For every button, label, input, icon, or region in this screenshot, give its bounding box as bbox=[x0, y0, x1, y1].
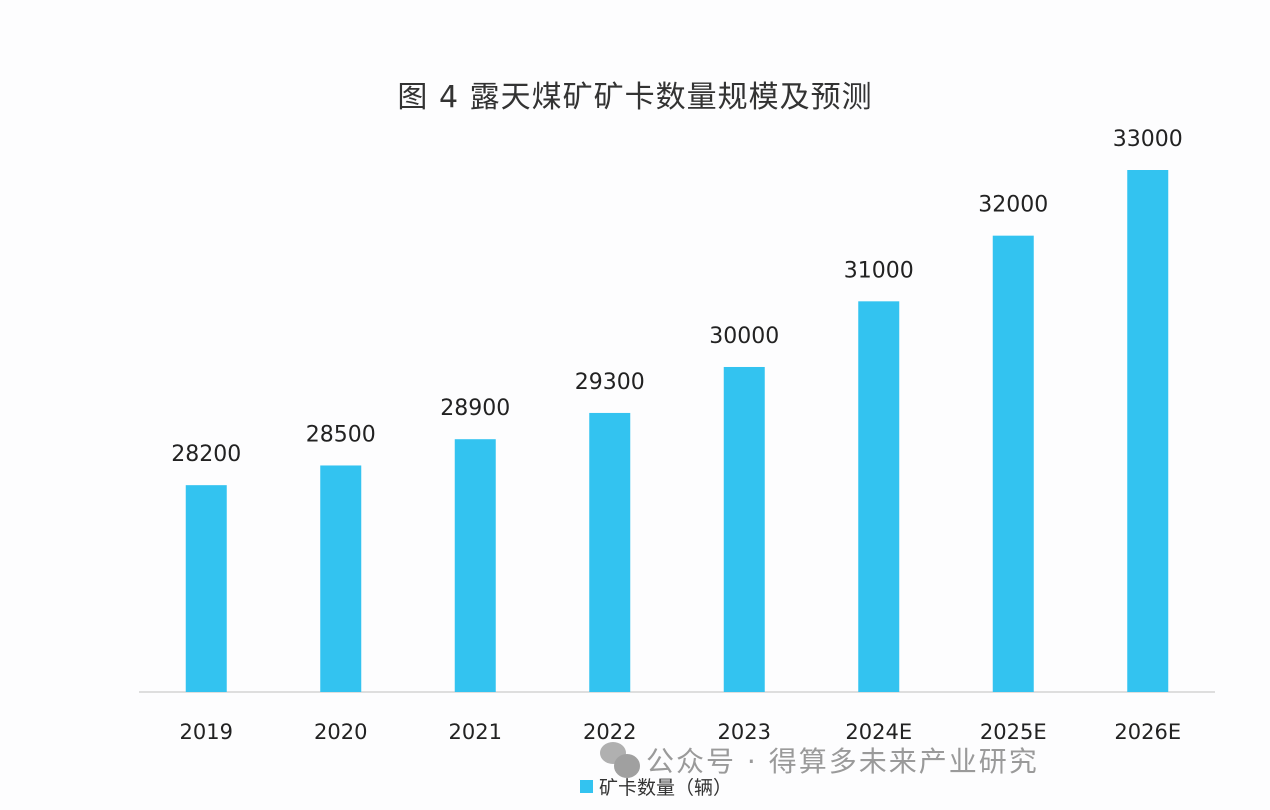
x-tick-label-2021: 2021 bbox=[449, 720, 502, 744]
x-tick-label-2026E: 2026E bbox=[1114, 720, 1181, 744]
x-tick-label-2020: 2020 bbox=[314, 720, 367, 744]
bar-2020 bbox=[320, 465, 362, 692]
x-tick-label-2025E: 2025E bbox=[980, 720, 1047, 744]
bar-2021 bbox=[454, 439, 496, 692]
bar-2026E bbox=[1127, 170, 1169, 692]
data-label-2021: 28900 bbox=[440, 396, 510, 421]
data-label-2024E: 31000 bbox=[844, 258, 914, 283]
watermark-text: 公众号 · 得算多未来产业研究 bbox=[646, 745, 1039, 778]
x-tick-label-2024E: 2024E bbox=[845, 720, 912, 744]
legend-swatch bbox=[580, 780, 593, 793]
data-label-2026E: 33000 bbox=[1113, 127, 1183, 152]
bar-2022 bbox=[589, 412, 631, 692]
legend: 矿卡数量（辆） bbox=[580, 773, 732, 800]
x-tick-label-2023: 2023 bbox=[718, 720, 771, 744]
bar-2024E bbox=[858, 301, 900, 692]
data-label-2022: 29300 bbox=[575, 370, 645, 395]
wechat-icon bbox=[600, 740, 640, 780]
chart-title: 图 4 露天煤矿矿卡数量规模及预测 bbox=[397, 80, 873, 115]
bar-2023 bbox=[723, 366, 765, 692]
x-tick-label-2019: 2019 bbox=[180, 720, 233, 744]
data-label-2025E: 32000 bbox=[978, 193, 1048, 218]
bar-2019 bbox=[185, 485, 227, 692]
watermark: 公众号 · 得算多未来产业研究 bbox=[600, 740, 1039, 780]
data-label-2020: 28500 bbox=[306, 422, 376, 447]
x-tick-label-2022: 2022 bbox=[583, 720, 636, 744]
data-label-2023: 30000 bbox=[709, 324, 779, 349]
bar-2025E bbox=[992, 235, 1034, 692]
data-label-2019: 28200 bbox=[171, 442, 241, 467]
legend-label: 矿卡数量（辆） bbox=[599, 777, 733, 799]
